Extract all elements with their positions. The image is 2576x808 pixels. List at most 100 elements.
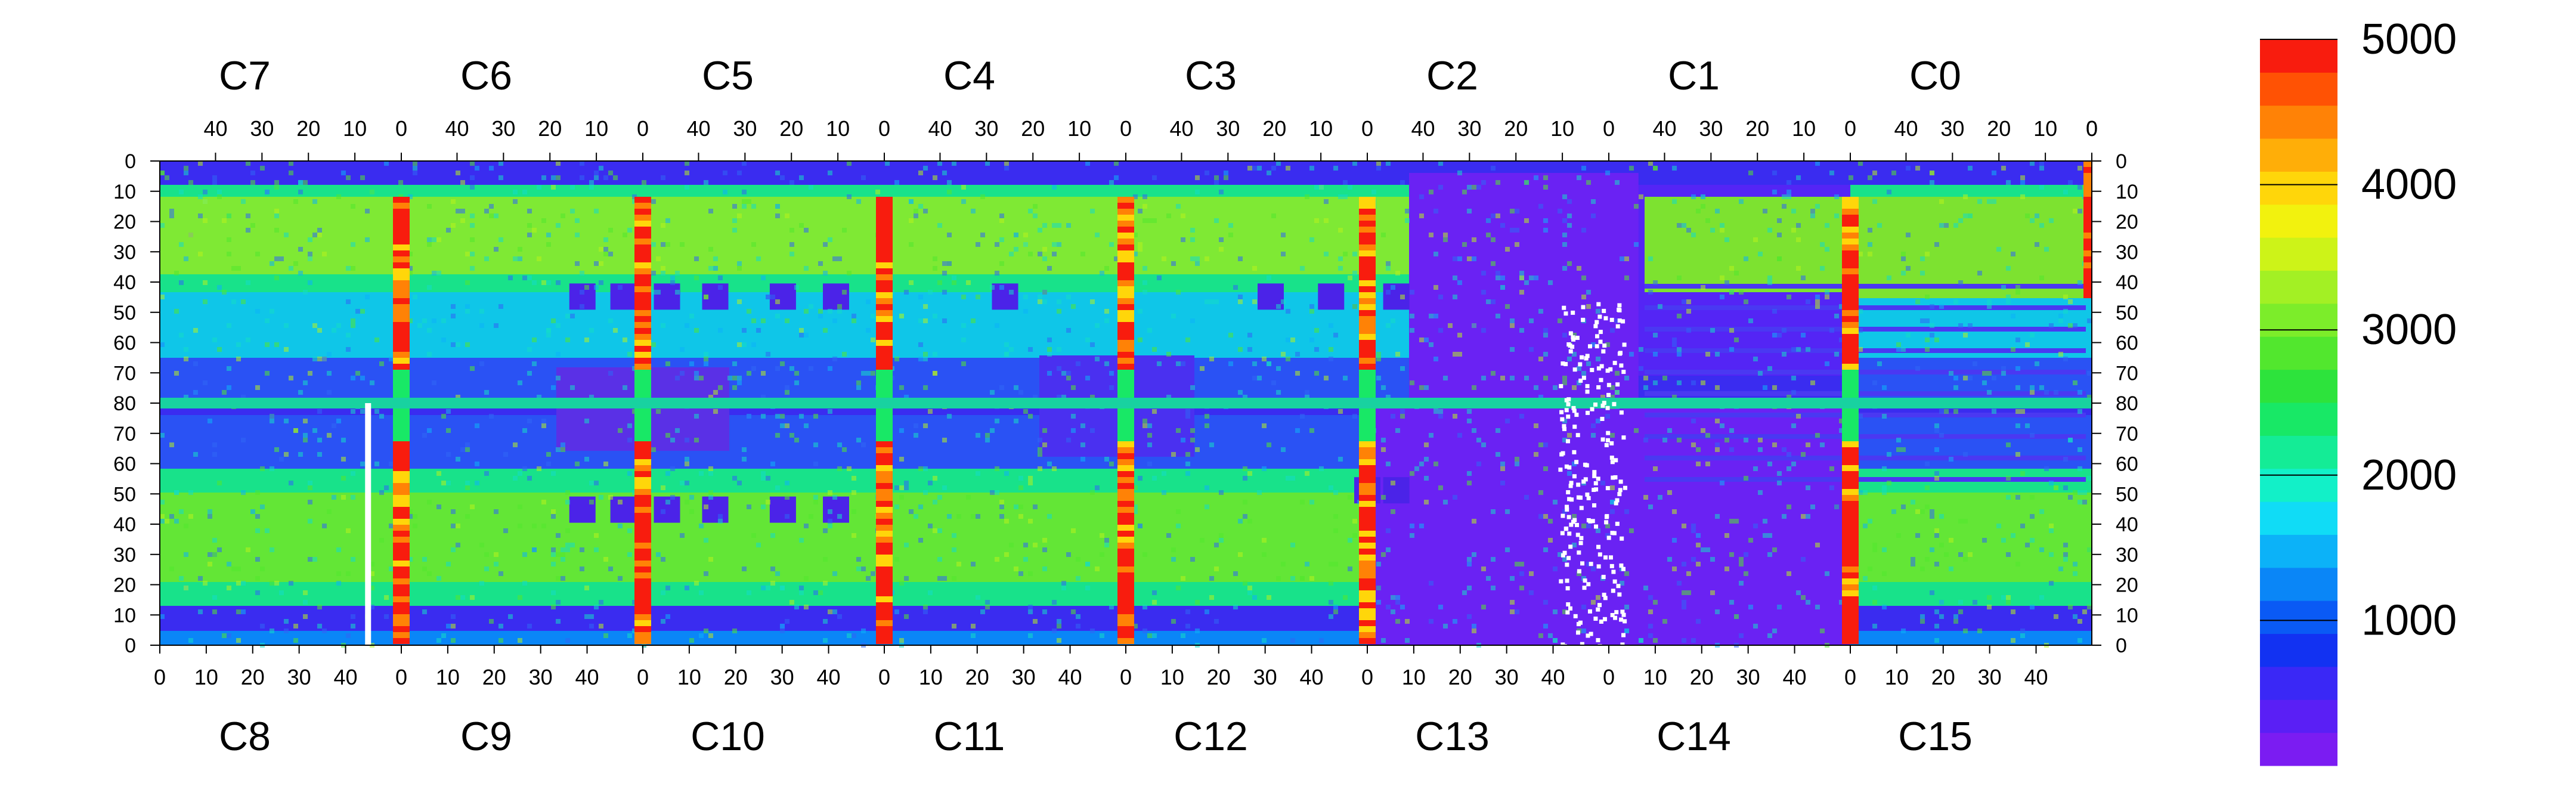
pixel <box>551 590 556 595</box>
pixel <box>227 633 231 638</box>
pixel <box>1376 376 1381 380</box>
pixel <box>737 342 742 347</box>
white-pixel <box>1574 666 1579 671</box>
pixel <box>1109 385 1114 390</box>
hot-column-cell <box>1842 352 1859 358</box>
pixel <box>1147 462 1152 466</box>
pixel <box>1014 566 1018 571</box>
pixel <box>1753 357 1758 361</box>
pixel <box>1376 161 1381 166</box>
pixel <box>1252 266 1257 271</box>
pixel <box>1705 218 1710 223</box>
pixel <box>1042 299 1047 304</box>
hot-column-cell <box>876 227 893 233</box>
white-pixel <box>1583 462 1587 467</box>
pixel <box>341 438 346 442</box>
pixel <box>1820 442 1825 447</box>
pixel <box>408 514 413 519</box>
pixel <box>2035 213 2039 218</box>
pixel <box>2020 524 2025 528</box>
pixel <box>174 519 179 524</box>
pixel <box>1338 457 1343 462</box>
white-pixel <box>1579 535 1584 540</box>
pixel <box>1243 466 1247 471</box>
hot-column-cell <box>1842 340 1859 346</box>
pixel <box>1553 385 1558 390</box>
pixel <box>1314 371 1319 376</box>
pixel <box>1729 447 1734 452</box>
white-pixel <box>1621 319 1626 324</box>
y-tick-label-right: 20 <box>2116 211 2138 234</box>
hot-column-cell <box>1842 215 1859 221</box>
pixel <box>608 171 613 175</box>
hot-column-cell <box>1842 328 1859 334</box>
pixel <box>1419 194 1424 199</box>
pixel <box>1744 476 1748 481</box>
pixel <box>918 171 923 175</box>
pixel <box>2063 295 2068 299</box>
hot-column-cell <box>393 549 410 555</box>
pixel <box>265 528 270 533</box>
pixel <box>1004 161 1009 166</box>
pixel <box>1243 514 1247 519</box>
hot-column-cell <box>1842 221 1859 227</box>
white-pixel <box>1606 535 1611 540</box>
hot-column-cell <box>1842 411 1859 417</box>
pixel <box>169 213 174 218</box>
pixel <box>1400 180 1405 185</box>
pixel <box>1472 629 1476 633</box>
pixel <box>661 557 665 562</box>
white-pixel <box>1597 552 1602 557</box>
pixel <box>1815 299 1820 304</box>
pixel <box>198 161 203 166</box>
pixel <box>1834 194 1839 199</box>
pixel <box>1314 328 1319 333</box>
pixel <box>1147 328 1152 333</box>
pixel <box>303 590 308 595</box>
white-pixel <box>1609 317 1614 322</box>
pixel <box>308 371 312 376</box>
pixel <box>1701 194 1705 199</box>
pixel <box>947 414 952 419</box>
hot-column-cell <box>634 268 651 274</box>
pixel <box>436 638 441 643</box>
pixel <box>1534 385 1538 390</box>
white-pixel <box>1559 579 1563 584</box>
white-pixel <box>1605 369 1610 373</box>
hot-column-cell <box>1842 382 1859 388</box>
hot-column-cell <box>634 310 651 316</box>
white-pixel <box>1563 699 1568 704</box>
pixel <box>451 304 456 309</box>
x-tick-label-top: 0 <box>878 116 890 141</box>
pixel <box>665 218 670 223</box>
pixel <box>608 228 613 233</box>
pixel <box>1071 528 1076 533</box>
y-tick-label-right: 0 <box>2116 150 2127 173</box>
hot-column-cell <box>2083 280 2092 286</box>
pixel <box>174 271 179 275</box>
pixel <box>2035 361 2039 366</box>
white-pixel <box>1602 343 1607 348</box>
pixel <box>1181 213 1185 218</box>
x-tick-label-bottom: 40 <box>1058 665 1082 689</box>
pixel <box>933 500 937 504</box>
pixel <box>1782 352 1787 357</box>
chip-C6-hot <box>401 197 643 274</box>
white-pixel <box>1600 403 1605 408</box>
white-pixel <box>1590 407 1594 411</box>
white-pixel <box>1583 578 1587 583</box>
pixel <box>1090 299 1095 304</box>
hot-column-cell <box>634 316 651 322</box>
pixel <box>775 485 780 490</box>
white-pixel <box>1566 698 1571 703</box>
pixel <box>661 619 665 624</box>
pixel <box>351 624 355 629</box>
pixel <box>1047 352 1052 357</box>
pixel <box>179 333 184 338</box>
hot-column-cell <box>876 525 893 531</box>
white-pixel <box>1599 377 1603 382</box>
pixel <box>1133 233 1138 237</box>
pixel <box>904 614 909 619</box>
pixel <box>1472 624 1476 629</box>
pixel <box>408 194 413 199</box>
